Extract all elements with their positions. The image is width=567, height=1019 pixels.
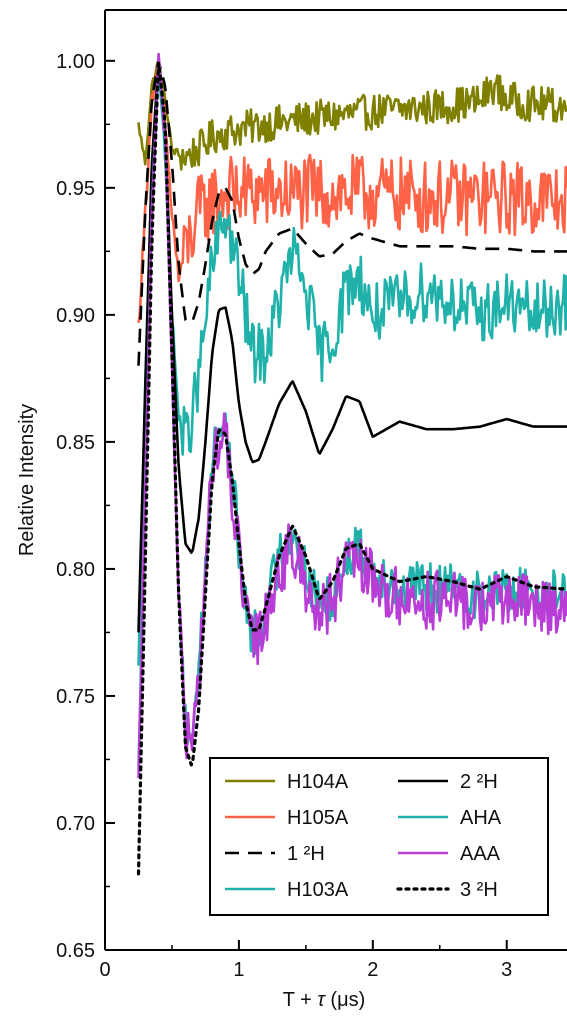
x-tick-label: 3 xyxy=(501,959,512,981)
series-line-0 xyxy=(137,57,567,171)
legend-label: 2 ²H xyxy=(460,771,498,793)
legend-label: 1 ²H xyxy=(287,843,325,865)
legend-label: 3 ²H xyxy=(460,879,498,901)
legend-label: H105A xyxy=(287,807,349,829)
series-line-6 xyxy=(137,52,567,779)
series-line-1 xyxy=(137,64,567,323)
x-tick-label: 2 xyxy=(367,959,378,981)
legend-label: H104A xyxy=(287,771,349,793)
y-tick-label: 0.70 xyxy=(56,813,95,835)
legend: H104A 2 ²H H105A AHA 1 ²H AAA H103A 3 ²H xyxy=(209,757,549,916)
x-tick-label: 0 xyxy=(99,959,110,981)
x-tick-label: 1 xyxy=(233,959,244,981)
axes-layer: 0.65 0.70 0.75 0.80 0.85 0.90 0.95 1.00 0 1 2 3 Rela… xyxy=(16,9,567,1011)
series-line-7 xyxy=(136,61,567,876)
series-line-4 xyxy=(137,60,567,633)
y-tick-label: 0.65 xyxy=(56,940,95,962)
y-tick-label: 1.00 xyxy=(56,51,95,73)
series-layer xyxy=(136,52,567,876)
y-tick-label: 0.80 xyxy=(56,559,95,581)
y-tick-label: 0.85 xyxy=(56,432,95,454)
series-line-2 xyxy=(137,60,567,366)
y-tick-label: 0.95 xyxy=(56,178,95,200)
y-axis-title: Relative Intensity xyxy=(16,404,38,556)
legend-label: H103A xyxy=(287,879,349,901)
legend-label: AHA xyxy=(460,807,502,829)
series-line-3 xyxy=(137,62,567,666)
x-axis-title: T + τ (μs) xyxy=(283,989,366,1011)
y-tick-label: 0.90 xyxy=(56,305,95,327)
legend-label: AAA xyxy=(460,843,501,865)
y-tick-label: 0.75 xyxy=(56,686,95,708)
